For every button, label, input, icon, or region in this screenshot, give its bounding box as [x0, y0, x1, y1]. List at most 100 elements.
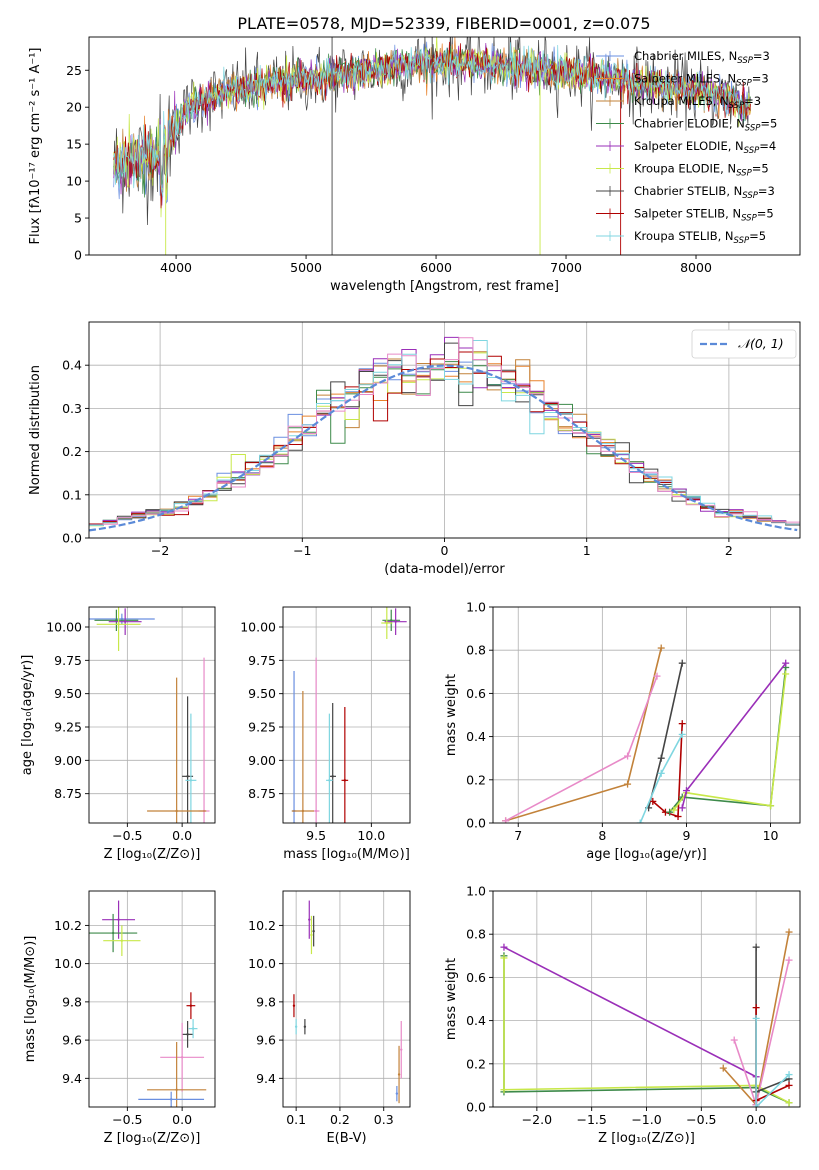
- y-tick-label: 0.6: [466, 686, 486, 701]
- data-point: [390, 619, 393, 622]
- legend-label: Kroupa ELODIE, NSSP=5: [634, 162, 769, 179]
- mass-weight-line: [652, 723, 683, 818]
- x-tick-label: −1.0: [631, 1112, 661, 1127]
- x-tick-label: 1: [583, 543, 591, 558]
- legend-label-suffix: =3: [752, 72, 769, 86]
- legend-label-suffix: =3: [744, 94, 761, 108]
- mass-weight-line: [505, 675, 658, 822]
- y-tick-label: 8.75: [248, 786, 276, 801]
- y-tick-label: 0.4: [466, 729, 486, 744]
- y-tick-label: 10.0: [248, 956, 276, 971]
- y-tick-label: 9.6: [256, 1033, 276, 1048]
- plot-frame: [282, 606, 411, 824]
- data-point: [175, 809, 178, 813]
- x-tick-label: −1: [293, 543, 311, 558]
- data-point: [400, 1048, 403, 1051]
- age-vs-metallicity-panel: −0.5 0.0 8.75 9.00 9.25 9.50 9.75 10.00 Z [log₁₀…: [20, 606, 216, 862]
- mass-vs-metallicity-panel: −0.5 0.0 9.4 9.6 9.8 10.0 10.2 Z [log₁₀(Z/Z⊙)] m…: [23, 890, 216, 1146]
- legend-label-suffix: =5: [760, 117, 777, 131]
- data-point: [310, 933, 313, 937]
- mass-weight-line: [673, 673, 787, 811]
- data-point: [303, 1025, 307, 1028]
- mass-weight-line: [505, 647, 662, 822]
- legend-label: Kroupa STELIB, NSSP=5: [634, 229, 766, 246]
- y-tick-label: 0.8: [466, 927, 486, 942]
- data-point: [385, 621, 389, 625]
- y-tick-label: 0.2: [466, 1056, 486, 1071]
- x-tick-label: 10.0: [357, 828, 385, 843]
- y-tick-label: 0.8: [466, 643, 486, 658]
- y-tick-label: 9.25: [248, 720, 276, 735]
- y-tick-label: 9.25: [54, 720, 82, 735]
- y-tick-label: 9.75: [54, 653, 82, 668]
- x-tick-label: 2: [725, 543, 733, 558]
- clipped-layer: [292, 900, 403, 1104]
- x-axis-label: Z [log₁₀(Z/Z⊙)]: [598, 1131, 695, 1146]
- legend-label: Chabrier ELODIE, NSSP=5: [634, 117, 777, 134]
- x-axis-label: (data-model)/error: [384, 562, 505, 577]
- y-tick-label: 10.00: [46, 620, 82, 635]
- x-axis-label: wavelength [Angstrom, rest frame]: [330, 279, 559, 294]
- gaussian-curve: [89, 364, 798, 532]
- data-point: [186, 775, 189, 778]
- y-tick-label: 9.00: [248, 753, 276, 768]
- y-tick-label: 9.8: [62, 994, 82, 1009]
- x-tick-label: 6000: [420, 260, 452, 275]
- legend-label-suffix: =3: [753, 49, 770, 63]
- y-tick-label: 1.0: [466, 884, 486, 899]
- legend-label-suffix: =5: [749, 229, 766, 243]
- data-point: [189, 1004, 193, 1007]
- x-tick-label: −0.5: [112, 1112, 142, 1127]
- data-point: [111, 931, 115, 935]
- plot-frame: [492, 606, 801, 824]
- legend-label: Salpeter MILES, NSSP=3: [634, 72, 769, 89]
- data-point: [120, 939, 124, 942]
- y-tick-label: 9.4: [62, 1071, 82, 1086]
- legend-label: Chabrier MILES, NSSP=3: [634, 49, 770, 66]
- x-tick-label: −1.5: [576, 1112, 606, 1127]
- x-tick-label: 0.0: [172, 828, 192, 843]
- y-tick-label: 0.0: [466, 1100, 486, 1115]
- data-point: [343, 779, 347, 782]
- x-tick-label: 10: [763, 828, 779, 843]
- y-tick-label: 10.0: [54, 956, 82, 971]
- spectrum-panel: 4000 5000 6000 7000 8000 0 5 10 15 20 25 wavelength…: [28, 36, 801, 294]
- mass-vs-ebv-panel: 0.1 0.2 0.3 9.4 9.6 9.8 10.0 10.2 E(B-V): [248, 890, 411, 1146]
- x-tick-label: 0.0: [172, 1112, 192, 1127]
- data-point: [308, 918, 311, 921]
- legend-label-suffix: =4: [759, 139, 776, 153]
- data-point: [115, 619, 118, 622]
- plot-frame: [88, 36, 801, 256]
- clipped-layer: [502, 644, 790, 823]
- legend-label-main: Salpeter ELODIE, N: [634, 139, 744, 153]
- y-tick-label: 20: [66, 100, 82, 115]
- data-point: [186, 1033, 189, 1036]
- plot-frame: [282, 890, 411, 1108]
- legend-label-sub: SSP: [737, 56, 753, 66]
- y-tick-label: 9.50: [54, 686, 82, 701]
- data-point: [180, 1056, 184, 1059]
- y-tick-label: 0.1: [62, 487, 82, 502]
- y-tick-label: 9.50: [248, 686, 276, 701]
- legend-label: Kroupa MILES, NSSP=3: [634, 94, 761, 111]
- data-point: [117, 918, 120, 921]
- clipped-layer: [89, 336, 800, 532]
- plot-frame: [88, 606, 216, 824]
- x-tick-label: 0.1: [286, 1112, 306, 1127]
- data-point: [294, 1025, 298, 1028]
- y-tick-label: 15: [66, 137, 82, 152]
- x-tick-label: 0.3: [374, 1112, 394, 1127]
- x-tick-label: 9: [682, 828, 690, 843]
- y-axis-label: mass weight: [444, 958, 459, 1040]
- y-tick-label: 10.2: [54, 918, 82, 933]
- data-point: [189, 779, 193, 782]
- data-point: [292, 1004, 296, 1007]
- clipped-layer: [89, 607, 210, 823]
- residuals-panel: −2 −1 0 1 2 0.0 0.1 0.2 0.3 0.4 (data-model)/error…: [28, 321, 801, 577]
- data-point: [312, 929, 315, 933]
- mass-weight-vs-metallicity-panel: −2.0 −1.5 −1.0 −0.5 0.0 0.0 0.2 0.4 0.6 0.8 1.0 Z […: [444, 884, 801, 1146]
- mass-weight-line: [503, 958, 790, 1104]
- y-tick-label: 0.0: [62, 531, 82, 546]
- legend-label-suffix: =5: [752, 162, 769, 176]
